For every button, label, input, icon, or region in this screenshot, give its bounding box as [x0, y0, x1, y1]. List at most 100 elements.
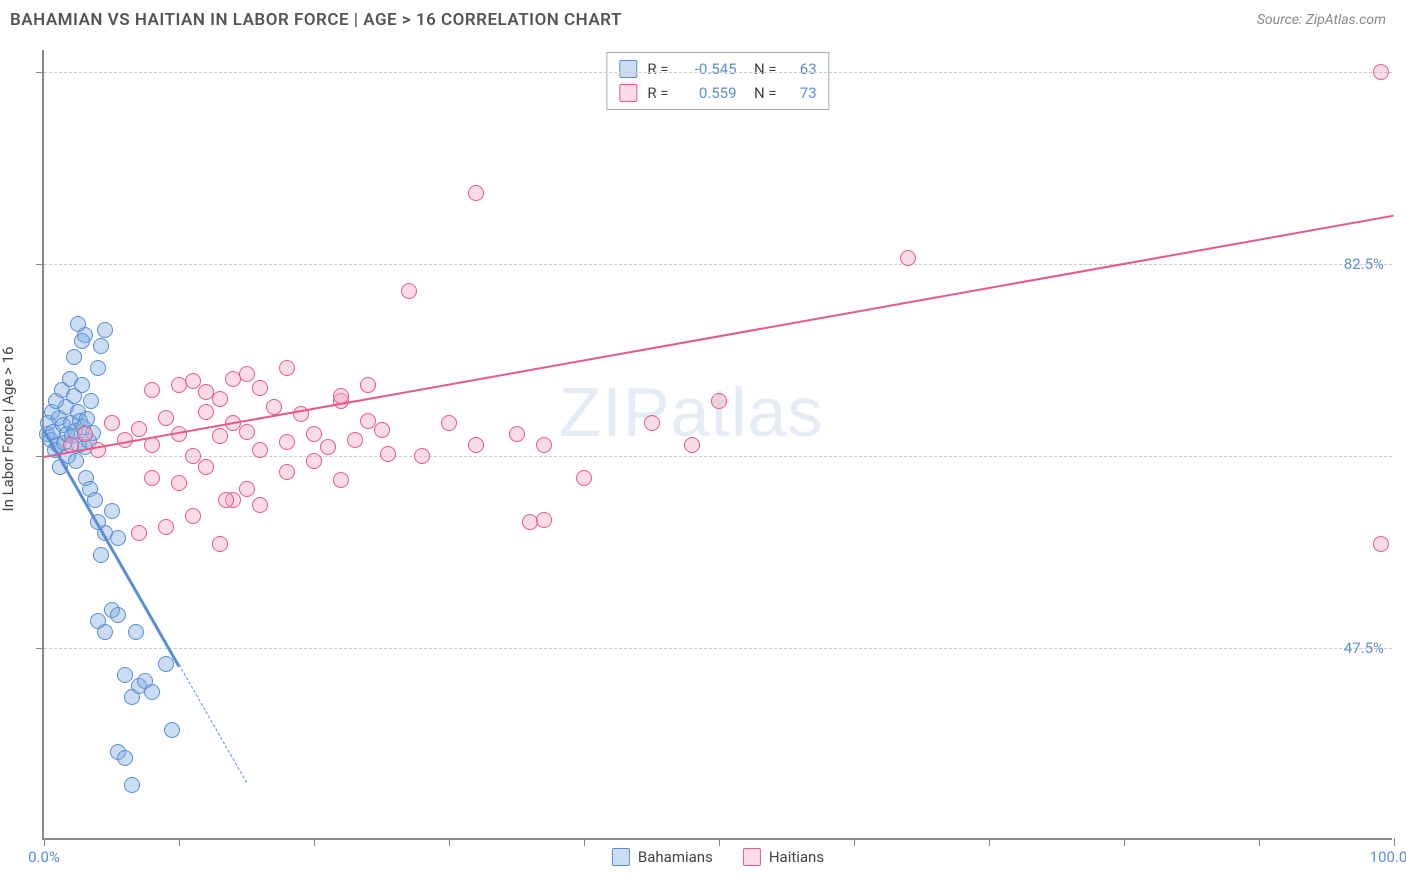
data-point [252, 380, 268, 396]
data-point [144, 684, 160, 700]
data-point [306, 453, 322, 469]
data-point [158, 656, 174, 672]
xtick [314, 838, 315, 846]
stats-row-haitians: R = 0.559 N = 73 [619, 81, 816, 105]
data-point [93, 338, 109, 354]
n-label: N = [747, 81, 777, 105]
ytick [36, 72, 44, 73]
stats-legend: R = -0.545 N = 63 R = 0.559 N = 73 [606, 52, 829, 110]
xtick [989, 838, 990, 846]
data-point [711, 393, 727, 409]
data-point [198, 459, 214, 475]
data-point [74, 333, 90, 349]
xtick [44, 838, 45, 846]
xtick [719, 838, 720, 846]
xtick-label: 0.0% [28, 848, 60, 866]
data-point [374, 422, 390, 438]
data-point [1373, 536, 1389, 552]
stats-row-bahamians: R = -0.545 N = 63 [619, 57, 816, 81]
data-point [239, 481, 255, 497]
chart-source: Source: ZipAtlas.com [1257, 12, 1386, 28]
xtick [584, 838, 585, 846]
legend-item-haitians: Haitians [743, 848, 824, 866]
ytick-label: 47.5% [1344, 639, 1384, 657]
data-point [66, 349, 82, 365]
xtick [1259, 838, 1260, 846]
data-point [306, 426, 322, 442]
data-point [252, 442, 268, 458]
data-point [171, 475, 187, 491]
data-point [380, 446, 396, 462]
data-point [131, 421, 147, 437]
xtick [179, 838, 180, 846]
data-point [131, 525, 147, 541]
data-point [644, 415, 660, 431]
data-point [124, 777, 140, 793]
data-point [279, 464, 295, 480]
data-point [320, 439, 336, 455]
n-value-haitians: 73 [787, 81, 817, 105]
data-point [684, 437, 700, 453]
data-point [252, 497, 268, 513]
data-point [212, 536, 228, 552]
chart-title: BAHAMIAN VS HAITIAN IN LABOR FORCE | AGE… [10, 10, 622, 30]
data-point [1373, 64, 1389, 80]
gridline [44, 72, 1392, 73]
ytick [36, 648, 44, 649]
data-point [104, 415, 120, 431]
data-point [83, 393, 99, 409]
data-point [468, 437, 484, 453]
data-point [900, 250, 916, 266]
xtick-label: 100.0% [1370, 848, 1406, 866]
n-label: N = [747, 57, 777, 81]
trend-line [179, 665, 247, 783]
series-legend: Bahamians Haitians [612, 848, 824, 866]
data-point [68, 453, 84, 469]
data-point [87, 492, 103, 508]
data-point [117, 750, 133, 766]
gridline [44, 456, 1392, 457]
xtick [1394, 838, 1395, 846]
r-value-haitians: 0.559 [679, 81, 737, 105]
data-point [239, 424, 255, 440]
n-value-bahamians: 63 [787, 57, 817, 81]
data-point [401, 283, 417, 299]
data-point [536, 437, 552, 453]
data-point [468, 185, 484, 201]
data-point [104, 503, 120, 519]
data-point [185, 373, 201, 389]
ytick [36, 264, 44, 265]
data-point [333, 472, 349, 488]
ytick-label: 82.5% [1344, 255, 1384, 273]
ytick [36, 456, 44, 457]
scatter-chart: ZIPatlas R = -0.545 N = 63 R = 0.559 N =… [42, 50, 1392, 840]
data-point [414, 448, 430, 464]
legend-swatch-haitians [743, 848, 761, 866]
data-point [158, 410, 174, 426]
legend-item-bahamians: Bahamians [612, 848, 713, 866]
xtick [854, 838, 855, 846]
swatch-haitians [619, 84, 637, 102]
data-point [279, 360, 295, 376]
data-point [110, 530, 126, 546]
data-point [576, 470, 592, 486]
data-point [74, 377, 90, 393]
trend-line [44, 215, 1394, 458]
r-label: R = [647, 57, 668, 81]
legend-label-bahamians: Bahamians [638, 848, 713, 866]
swatch-bahamians [619, 60, 637, 78]
data-point [128, 624, 144, 640]
gridline [44, 648, 1392, 649]
gridline [44, 264, 1392, 265]
xtick [449, 838, 450, 846]
data-point [144, 382, 160, 398]
data-point [509, 426, 525, 442]
data-point [185, 448, 201, 464]
legend-swatch-bahamians [612, 848, 630, 866]
data-point [97, 322, 113, 338]
data-point [110, 607, 126, 623]
r-label: R = [647, 81, 668, 105]
chart-header: BAHAMIAN VS HAITIAN IN LABOR FORCE | AGE… [0, 0, 1406, 35]
data-point [212, 391, 228, 407]
data-point [77, 426, 93, 442]
